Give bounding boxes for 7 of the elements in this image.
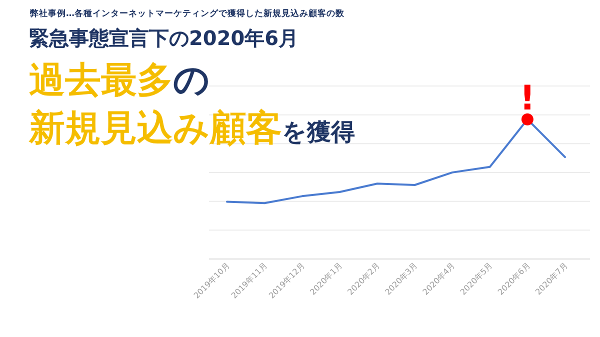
chart-title: 緊急事態宣言下の2020年6月 (29, 26, 299, 50)
text: の (173, 60, 210, 101)
annotation: 新規見込み顧客 (28, 108, 282, 149)
chart-subtitle: 弊社事例…各種インターネットマーケティングで獲得した新規見込み顧客の数 (30, 8, 346, 19)
annotation: を獲得 (282, 118, 355, 146)
annotation: ! (520, 78, 536, 118)
text: 過去最多 (29, 60, 173, 101)
